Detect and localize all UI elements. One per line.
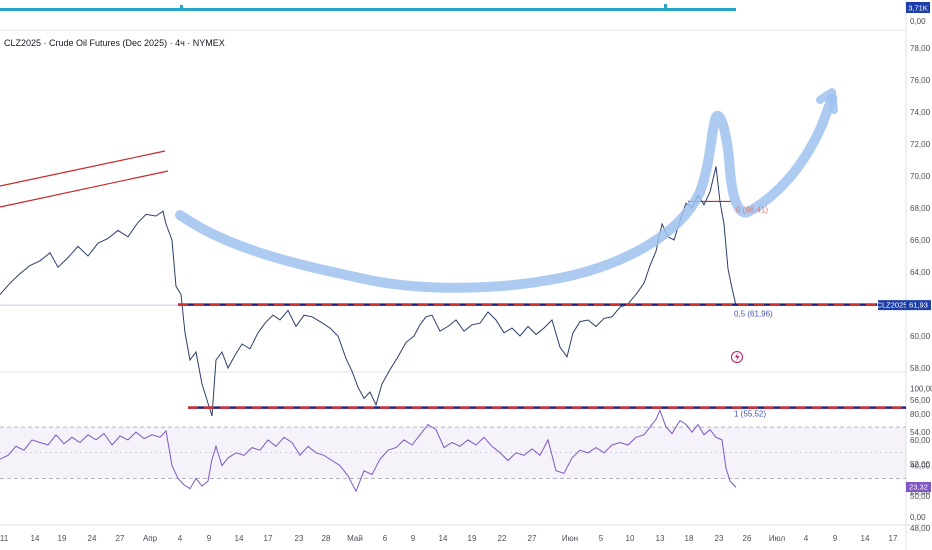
price-axis-tick: 72,00 (910, 140, 931, 149)
time-axis-tick: 14 (861, 534, 870, 543)
time-axis-tick: 17 (264, 534, 273, 543)
time-axis-tick: 18 (685, 534, 694, 543)
time-axis-tick: 9 (833, 534, 838, 543)
price-series (0, 166, 737, 417)
rsi-line (0, 408, 737, 493)
time-axis-tick: 22 (498, 534, 507, 543)
time-axis-tick: 6 (383, 534, 388, 543)
rsi-axis-tick: 40,00 (910, 462, 931, 471)
price-axis-tick: 48,00 (910, 524, 931, 533)
time-axis-tick: 26 (743, 534, 752, 543)
price-axis-tick: 78,00 (910, 44, 931, 53)
time-axis-tick: 14 (31, 534, 40, 543)
volume-spike (664, 4, 667, 11)
volume-axis-tick: 0,00 (910, 17, 926, 26)
volume-pane: 3,71K 0,00 (0, 2, 930, 26)
price-axis-tick: 74,00 (910, 108, 931, 117)
chart-title: CLZ2025 · Crude Oil Futures (Dec 2025) ·… (4, 38, 225, 48)
rsi-axis-tick: 60,00 (910, 436, 931, 445)
time-axis-tick: 9 (207, 534, 212, 543)
time-axis-tick: 10 (626, 534, 635, 543)
time-axis-tick: 24 (88, 534, 97, 543)
time-axis: 11 14 19 24 27 Апр 4 9 14 17 23 28 Май 6 9 14 19 22 27 Июн 5… (0, 534, 898, 543)
time-axis-tick: 14 (235, 534, 244, 543)
rsi-value-badge (906, 482, 931, 493)
price-axis-tick: 70,00 (910, 172, 931, 181)
volume-badge (906, 2, 930, 13)
forecast-arrow (175, 93, 837, 293)
volume-spike (180, 5, 183, 11)
rsi-axis-tick: 100,00 (910, 385, 932, 394)
price-axis-tick: 68,00 (910, 204, 931, 213)
last-price-badge: CLZ2025 61,93 (877, 300, 931, 311)
price-axis: 48,0050,0052,0054,0056,0058,0060,0062,00… (910, 44, 931, 533)
last-price-symbol: CLZ2025 (877, 301, 908, 310)
time-axis-tick: 23 (715, 534, 724, 543)
rsi-value-label: 23,32 (909, 483, 928, 492)
price-axis-tick: 56,00 (910, 396, 931, 405)
price-axis-tick: 50,00 (910, 492, 931, 501)
price-axis-tick: 60,00 (910, 332, 931, 341)
time-axis-tick: 27 (116, 534, 125, 543)
time-axis-tick: 13 (656, 534, 665, 543)
fib-label-bottom: 1 (55,52) (734, 410, 766, 419)
price-axis-tick: 66,00 (910, 236, 931, 245)
price-pane: 0 (68,41) 0,5 (61,96) 1 (55,52) CLZ2025 … (0, 88, 931, 419)
price-axis-tick: 58,00 (910, 364, 931, 373)
arrow-head (816, 88, 838, 114)
time-axis-tick: 4 (804, 534, 809, 543)
price-axis-tick: 76,00 (910, 76, 931, 85)
time-axis-tick: 23 (295, 534, 304, 543)
price-axis-tick: 64,00 (910, 268, 931, 277)
time-axis-tick: 19 (468, 534, 477, 543)
fib-label-mid: 0,5 (61,96) (734, 310, 773, 319)
time-axis-tick: 5 (599, 534, 604, 543)
time-axis-tick: 28 (322, 534, 331, 543)
volume-badge-text: 3,71K (908, 4, 928, 13)
time-axis-tick: 4 (178, 534, 183, 543)
time-axis-tick: Апр (143, 534, 158, 543)
time-axis-tick: Май (347, 534, 363, 543)
price-axis-tick: 52,00 (910, 460, 931, 469)
fib-label-top: 0 (68,41) (736, 205, 768, 214)
volume-bars (0, 8, 736, 11)
time-axis-tick: 9 (411, 534, 416, 543)
last-price-value: 61,93 (909, 301, 928, 310)
time-axis-tick: 14 (439, 534, 448, 543)
price-axis-tick: 54,00 (910, 428, 931, 437)
rsi-axis-tick: 0,00 (910, 513, 926, 522)
lightning-icon[interactable] (731, 351, 743, 363)
time-axis-tick: 27 (528, 534, 537, 543)
channel-upper-line (0, 150, 166, 187)
rsi-axis-tick: 80,00 (910, 410, 931, 419)
time-axis-tick: Июн (562, 534, 578, 543)
time-axis-tick: 19 (58, 534, 67, 543)
channel-lower-line (0, 170, 169, 208)
time-axis-tick: 11 (0, 534, 9, 543)
time-axis-tick: Июл (769, 534, 786, 543)
time-axis-tick: 17 (889, 534, 898, 543)
